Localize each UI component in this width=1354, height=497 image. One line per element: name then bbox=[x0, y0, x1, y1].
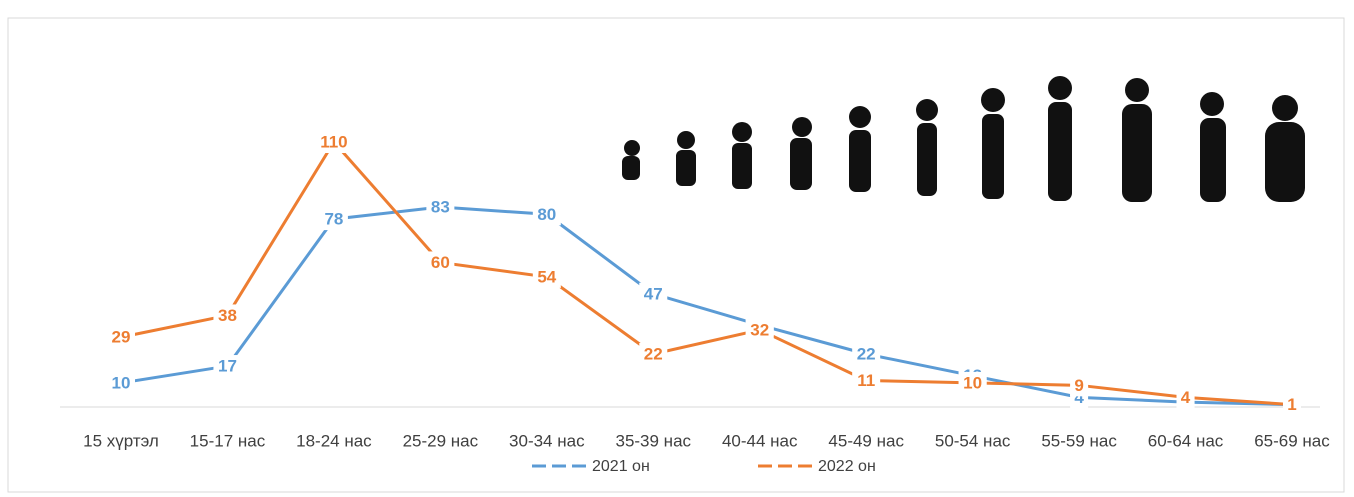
value-label: 4 bbox=[1074, 388, 1084, 407]
value-label-bg bbox=[426, 251, 455, 274]
value-label: 10 bbox=[963, 373, 982, 392]
x-tick-label: 40-44 нас bbox=[722, 431, 798, 450]
series-line bbox=[120, 205, 1293, 407]
x-tick-label: 65-69 нас bbox=[1254, 431, 1330, 450]
value-label: 17 bbox=[218, 357, 237, 376]
value-label: 54 bbox=[537, 267, 556, 286]
value-label: 80 bbox=[537, 205, 556, 224]
value-label: 83 bbox=[431, 198, 450, 217]
value-label-bg bbox=[852, 369, 881, 392]
value-label-bg bbox=[213, 304, 242, 327]
value-label: 11 bbox=[857, 371, 875, 390]
value-label-bg bbox=[319, 208, 348, 231]
value-label: 29 bbox=[112, 328, 131, 347]
value-label-bg bbox=[958, 371, 987, 394]
value-label: 4 bbox=[1181, 388, 1191, 407]
x-tick-label: 18-24 нас bbox=[296, 431, 372, 450]
value-label-bg bbox=[1070, 374, 1089, 397]
value-label: 22 bbox=[857, 344, 876, 363]
x-tick-label: 15 хүртэл bbox=[83, 431, 159, 450]
value-label: 78 bbox=[324, 210, 343, 229]
value-label: 60 bbox=[431, 253, 450, 272]
value-label-bg bbox=[1283, 393, 1301, 416]
value-label: 47 bbox=[644, 284, 663, 303]
x-tick-label: 55-59 нас bbox=[1041, 431, 1117, 450]
value-label-bg bbox=[426, 196, 455, 219]
value-label-bg bbox=[107, 326, 135, 349]
x-tick-label: 45-49 нас bbox=[828, 431, 904, 450]
value-label: 38 bbox=[218, 306, 237, 325]
value-label-bg bbox=[314, 131, 353, 153]
x-tick-label: 25-29 нас bbox=[403, 431, 479, 450]
chart-frame bbox=[7, 17, 1345, 493]
value-label-bg bbox=[852, 343, 881, 365]
value-label-bg bbox=[532, 203, 561, 226]
x-tick-label: 60-64 нас bbox=[1148, 431, 1224, 450]
value-label-bg bbox=[639, 343, 668, 365]
value-label: 32 bbox=[750, 320, 769, 339]
value-label: 1 bbox=[1287, 395, 1296, 414]
legend-label: 2022 он bbox=[818, 458, 876, 475]
value-label: 110 bbox=[320, 132, 347, 151]
x-tick-label: 15-17 нас bbox=[190, 431, 266, 450]
value-label-bg bbox=[639, 282, 668, 305]
value-label-bg bbox=[532, 265, 561, 288]
silhouettes bbox=[622, 76, 1305, 202]
x-tick-label: 30-34 нас bbox=[509, 431, 585, 450]
value-label-bg bbox=[745, 318, 774, 341]
value-label-bg bbox=[107, 371, 135, 394]
value-label-bg bbox=[213, 355, 242, 378]
value-label-bg bbox=[1176, 386, 1195, 409]
value-label: 9 bbox=[1074, 376, 1083, 395]
legend-label: 2021 он bbox=[592, 458, 650, 475]
value-label: 22 bbox=[644, 344, 663, 363]
series-line bbox=[120, 139, 1293, 407]
x-tick-label: 50-54 нас bbox=[935, 431, 1011, 450]
x-tick-label: 35-39 нас bbox=[615, 431, 691, 450]
value-label: 10 bbox=[112, 373, 131, 392]
